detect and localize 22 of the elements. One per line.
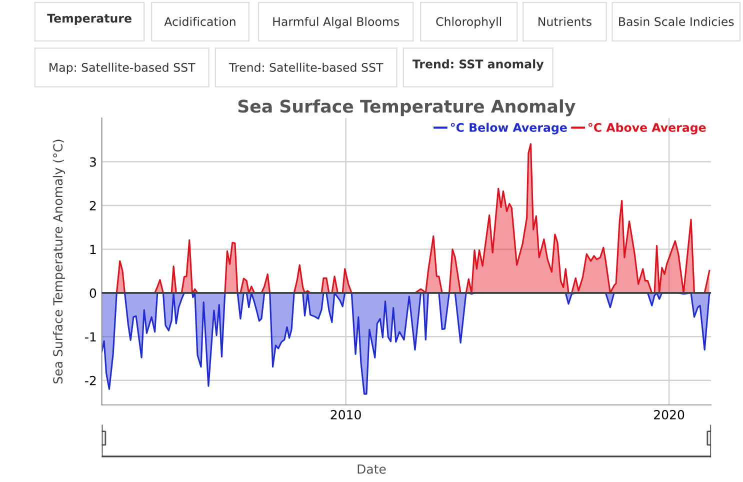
legend-label: °C Below Average [450,122,567,134]
chart-title: Sea Surface Temperature Anomaly [238,99,576,116]
x-axis-title: Date [358,464,386,474]
y-tick-label: 2 [90,201,96,210]
text: Chlorophyll [436,16,502,28]
text: Basin Scale Indicies [619,16,734,26]
y-axis-title: Sea Surface Temperature Anomaly (°C) [52,140,66,384]
text: Temperature [47,14,132,25]
y-tick-label: -1 [85,332,96,342]
y-tick-label: 1 [90,244,96,254]
text: Trend: Satellite-based SST [228,62,384,72]
y-tick-label: 3 [90,157,96,167]
legend-label: °C Above Average [588,122,706,134]
x-tick-label: 2010 [330,410,361,420]
x-tick-label: 2020 [654,410,684,420]
y-tick-label: 0 [90,288,96,298]
text: Trend: SST anomaly [412,59,544,71]
text: Nutrients [538,16,592,26]
text: Acidification [164,16,236,26]
text: Map: Satellite-based SST [50,62,196,74]
text: Harmful Algal Blooms [273,16,400,28]
y-tick-label: -2 [85,376,96,386]
